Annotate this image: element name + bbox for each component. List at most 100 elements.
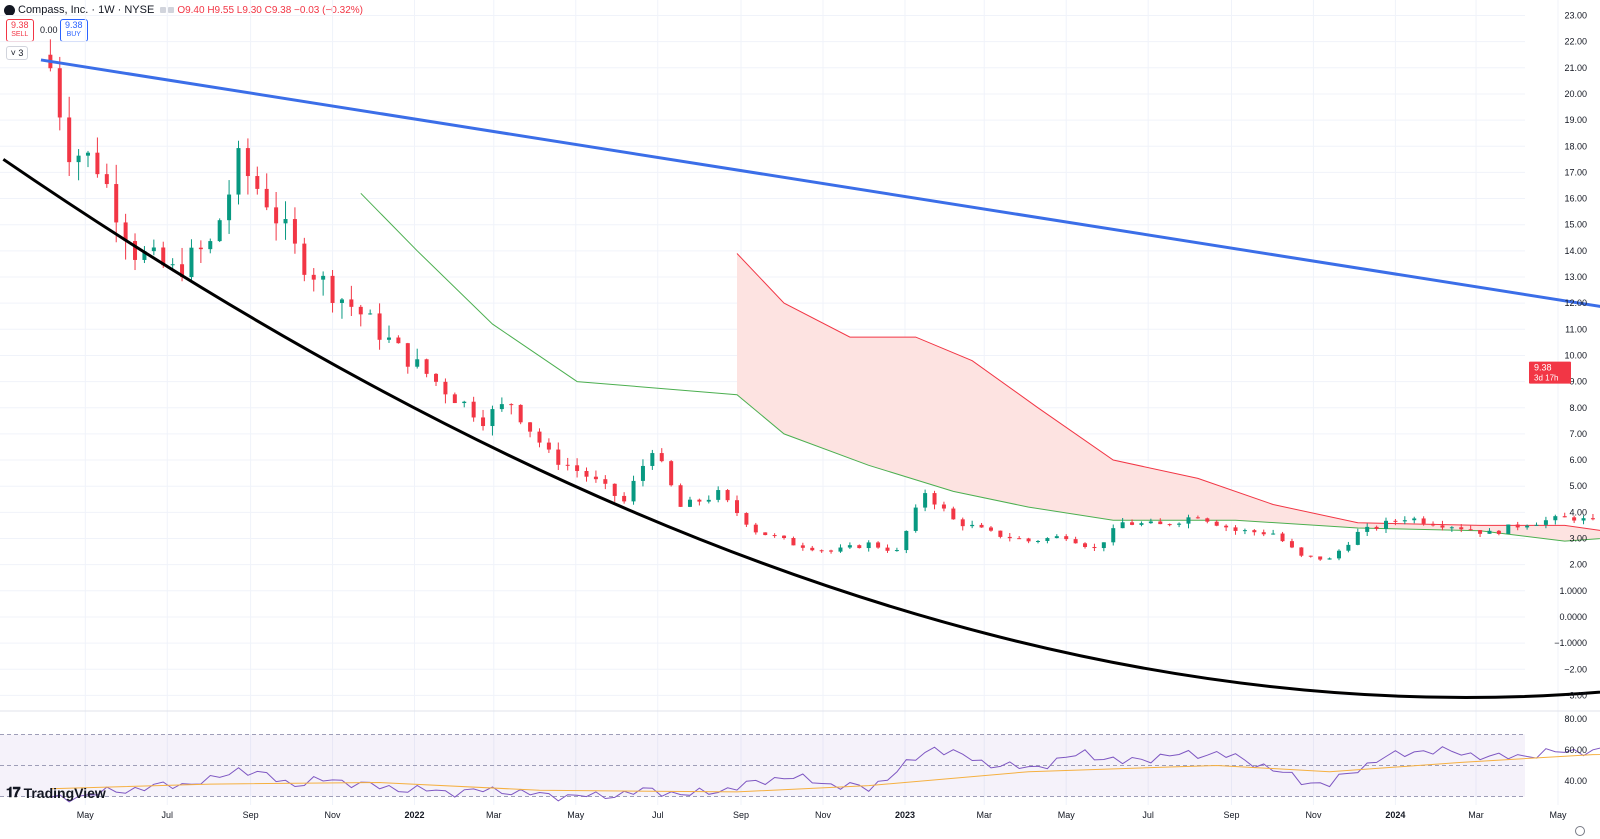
- candle: [151, 239, 156, 256]
- candle: [970, 520, 975, 529]
- candle: [227, 180, 232, 234]
- candle: [584, 467, 589, 482]
- candle: [1289, 538, 1294, 549]
- candle-body: [274, 207, 279, 224]
- candle: [876, 541, 881, 549]
- candle: [434, 373, 439, 387]
- candle-body: [123, 222, 128, 242]
- candle: [819, 549, 824, 553]
- candle-body: [1224, 525, 1229, 528]
- price-axis-label: 9.00: [1569, 377, 1587, 387]
- rounding-bottom-curve[interactable]: [2, 158, 1600, 699]
- candle-body: [951, 508, 956, 520]
- candle: [941, 501, 946, 512]
- price-axis-label: 5.00: [1569, 481, 1587, 491]
- candle: [593, 470, 598, 483]
- candle-body: [114, 184, 119, 223]
- candle: [452, 392, 457, 404]
- candle: [1581, 515, 1586, 525]
- candle: [358, 304, 363, 327]
- buy-button[interactable]: 9.38 BUY: [60, 19, 88, 42]
- rsi-axis-label: 40.00: [1564, 776, 1587, 786]
- candle-body: [640, 465, 645, 481]
- candle: [1384, 517, 1389, 533]
- tradingview-logo[interactable]: 𝟏𝟕 TradingView: [6, 784, 106, 801]
- candle: [716, 486, 721, 503]
- candle-body: [838, 547, 843, 552]
- candle-body: [876, 542, 881, 548]
- candle-body: [546, 442, 551, 450]
- candle-body: [142, 251, 147, 260]
- candle-body: [857, 545, 862, 549]
- candle-body: [1506, 524, 1511, 534]
- price-axis-label: 3.00: [1569, 534, 1587, 544]
- candle: [264, 173, 269, 211]
- candle-body: [1280, 533, 1285, 542]
- candle-body: [800, 545, 805, 548]
- candle-body: [499, 404, 504, 410]
- price-axis-label: 20.00: [1564, 89, 1587, 99]
- candle: [1449, 526, 1454, 532]
- candle-body: [1562, 516, 1567, 518]
- candle: [706, 495, 711, 504]
- candle: [405, 342, 410, 374]
- candle: [415, 348, 420, 369]
- candle: [1158, 518, 1163, 525]
- candle-body: [593, 476, 598, 480]
- candle: [1431, 521, 1436, 527]
- price-axis-label: 6.00: [1569, 455, 1587, 465]
- candle-body: [1496, 530, 1501, 534]
- candle-body: [283, 219, 288, 224]
- candle-body: [217, 220, 222, 242]
- candle: [368, 309, 373, 315]
- candle-body: [1553, 516, 1558, 521]
- candle: [640, 459, 645, 487]
- candle-body: [866, 542, 871, 549]
- candle-body: [913, 507, 918, 531]
- candle-body: [904, 530, 909, 551]
- candle: [810, 545, 815, 552]
- candle-body: [1214, 521, 1219, 526]
- candle: [998, 530, 1003, 539]
- candle: [1242, 528, 1247, 535]
- candle-body: [339, 299, 344, 303]
- candle-body: [725, 490, 730, 501]
- candle-body: [349, 299, 354, 307]
- time-axis-label: Sep: [243, 810, 259, 820]
- candle-body: [208, 241, 213, 250]
- candle: [603, 475, 608, 490]
- candle-body: [133, 241, 138, 260]
- candle: [1101, 542, 1106, 552]
- candle: [960, 517, 965, 531]
- time-axis-label: Mar: [1468, 810, 1484, 820]
- candle-body: [1318, 556, 1323, 560]
- candle: [612, 483, 617, 502]
- symbol-title[interactable]: Compass, Inc. · 1W · NYSE: [18, 4, 155, 16]
- candle-body: [434, 373, 439, 382]
- candle-body: [1572, 517, 1577, 521]
- ichimoku-span-a: [360, 192, 1600, 542]
- candle: [904, 530, 909, 554]
- candle-body: [659, 453, 664, 462]
- candle: [697, 498, 702, 506]
- descending-trendline[interactable]: [40, 58, 1600, 418]
- candle-body: [1054, 536, 1059, 539]
- candle: [687, 496, 692, 508]
- candle: [76, 149, 81, 181]
- candle-body: [1177, 523, 1182, 525]
- gear-icon[interactable]: [1575, 826, 1585, 836]
- time-axis-label: Sep: [1223, 810, 1239, 820]
- candle-body: [575, 465, 580, 471]
- rsi-axis-label: 60.00: [1564, 745, 1587, 755]
- candle: [1035, 540, 1040, 544]
- candle: [462, 400, 467, 408]
- indicator-collapse-button[interactable]: ˅ 3: [6, 46, 28, 60]
- candle-body: [706, 499, 711, 502]
- candle-body: [1393, 520, 1398, 522]
- candle: [546, 438, 551, 453]
- ohlc-values: O9.40 H9.55 L9.30 C9.38 −0.03 (−0.32%): [177, 4, 363, 16]
- candle: [133, 233, 138, 271]
- candle-body: [687, 499, 692, 507]
- candle: [894, 547, 899, 552]
